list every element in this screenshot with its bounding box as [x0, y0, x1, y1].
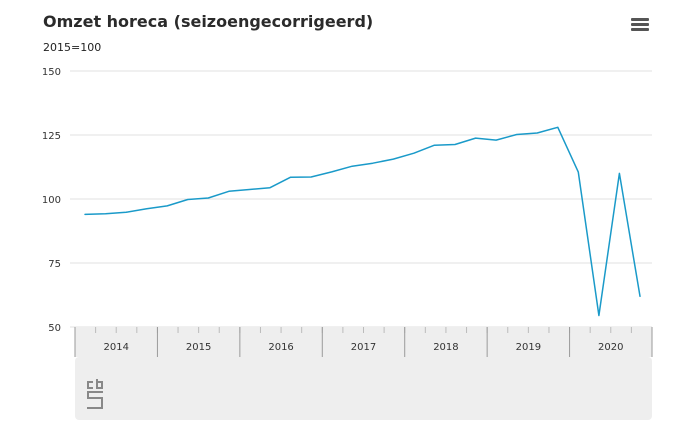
menu-bar — [631, 28, 649, 31]
x-tick-label: 2015 — [186, 342, 211, 353]
series-line — [84, 126, 641, 317]
y-tick-label: 75 — [48, 259, 61, 270]
y-tick-label: 50 — [48, 323, 61, 334]
x-tick-label: 2020 — [598, 342, 623, 353]
x-tick-label: 2016 — [268, 342, 293, 353]
y-tick-label: 100 — [42, 195, 61, 206]
menu-bar — [631, 23, 649, 26]
chart-subtitle: 2015=100 — [43, 41, 102, 54]
hamburger-menu-icon[interactable] — [628, 16, 652, 36]
chart-title: Omzet horeca (seizoengecorrigeerd) — [43, 12, 374, 31]
x-tick-label: 2017 — [351, 342, 376, 353]
menu-bar — [631, 18, 649, 21]
y-tick-label: 125 — [42, 131, 61, 142]
y-tick-label: 150 — [42, 67, 61, 78]
x-tick-label: 2019 — [516, 342, 541, 353]
navigator-band — [75, 357, 652, 420]
x-tick-label: 2018 — [433, 342, 458, 353]
x-tick-label: 2014 — [103, 342, 128, 353]
cbs-logo-icon — [87, 379, 103, 409]
